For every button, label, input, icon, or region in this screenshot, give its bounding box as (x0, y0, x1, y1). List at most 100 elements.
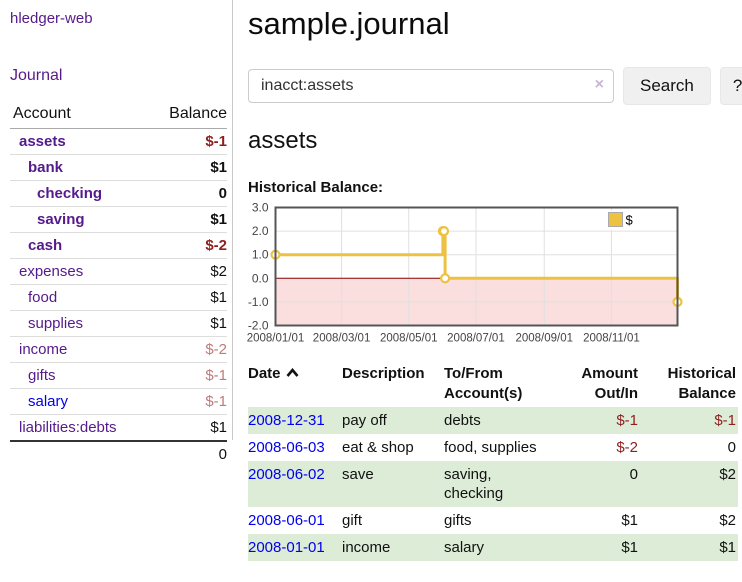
account-balance: $1 (148, 284, 227, 311)
account-balance: $-2 (148, 232, 227, 259)
transaction-date-link[interactable]: 2008-06-03 (248, 439, 325, 456)
account-column-header: Account (10, 103, 149, 129)
transaction-date-link[interactable]: 2008-01-01 (248, 539, 325, 556)
account-row-salary: salary $-1 (10, 388, 227, 415)
accounts-total-value: 0 (148, 440, 227, 467)
svg-text:-2.0: -2.0 (248, 319, 269, 333)
date-sort-header[interactable]: Date (248, 361, 342, 407)
transaction-accounts: debts (444, 412, 481, 429)
transaction-description: income (342, 539, 391, 556)
transaction-row: 2008-06-02 save saving, checking 0 $2 (248, 461, 738, 507)
clear-search-icon[interactable]: × (594, 76, 604, 93)
transaction-row: 2008-12-31 pay off debts $-1 $-1 (248, 407, 738, 434)
account-row-expenses: expenses $2 (10, 258, 227, 285)
svg-text:2008/03/01: 2008/03/01 (313, 333, 371, 345)
account-link-income[interactable]: income (19, 341, 68, 358)
svg-text:0.0: 0.0 (252, 271, 269, 285)
app-title: hledger-web (10, 10, 227, 27)
transaction-date-link[interactable]: 2008-06-01 (248, 512, 325, 529)
transaction-accounts: salary (444, 539, 485, 556)
account-row-food: food $1 (10, 284, 227, 311)
accounts-table: Account Balance assets $-1 bank $1 check… (10, 103, 227, 467)
main-content: sample.journal × Search ? assets Histori… (232, 0, 742, 582)
account-link-bank[interactable]: bank (28, 159, 64, 176)
transaction-row: 2008-01-01 income salary $1 $1 (248, 534, 738, 561)
transaction-description: gift (342, 512, 363, 529)
balance-header: Historical Balance (667, 365, 736, 402)
accounts-total-row: 0 (10, 440, 227, 467)
transaction-balance: $1 (719, 539, 736, 556)
search-button[interactable]: Search (623, 67, 711, 105)
svg-text:2008/07/01: 2008/07/01 (447, 333, 505, 345)
svg-text:-1.0: -1.0 (248, 295, 269, 309)
help-button[interactable]: ? (719, 67, 742, 105)
transaction-row: 2008-06-01 gift gifts $1 $2 (248, 507, 738, 534)
account-balance: $1 (148, 206, 227, 233)
search-input[interactable] (248, 69, 614, 103)
transaction-amount: $-1 (616, 412, 638, 429)
transaction-date-link[interactable]: 2008-06-02 (248, 466, 325, 483)
account-balance: $-2 (148, 336, 227, 363)
svg-text:2008/11/01: 2008/11/01 (583, 333, 640, 345)
svg-text:2.0: 2.0 (252, 224, 269, 238)
svg-text:2008/09/01: 2008/09/01 (515, 333, 573, 345)
transaction-accounts: food, supplies (444, 439, 537, 456)
svg-text:1.0: 1.0 (252, 248, 269, 262)
transaction-description: pay off (342, 412, 387, 429)
transaction-amount: $1 (621, 539, 638, 556)
account-row-gifts: gifts $-1 (10, 362, 227, 389)
account-row-supplies: supplies $1 (10, 310, 227, 337)
account-link-supplies[interactable]: supplies (28, 315, 84, 332)
transaction-amount: 0 (629, 466, 638, 483)
account-row-income: income $-2 (10, 336, 227, 363)
sidebar-divider (232, 0, 233, 440)
account-balance: $-1 (148, 362, 227, 389)
transaction-date-link[interactable]: 2008-12-31 (248, 412, 325, 429)
svg-text:2008/05/01: 2008/05/01 (380, 333, 438, 345)
transaction-amount: $1 (621, 512, 638, 529)
account-row-checking: checking 0 (10, 180, 227, 207)
account-balance: $2 (148, 258, 227, 285)
svg-text:$: $ (626, 213, 634, 228)
accounts-header-row: Account Balance (10, 103, 227, 129)
balance-column-header: Balance (148, 103, 227, 129)
account-balance: $1 (148, 310, 227, 337)
account-link-expenses[interactable]: expenses (19, 263, 84, 280)
chart-title: Historical Balance: (248, 179, 384, 196)
transaction-description: save (342, 466, 374, 483)
account-row-saving: saving $1 (10, 206, 227, 233)
sort-ascending-icon (286, 367, 299, 377)
account-balance: $-1 (148, 128, 227, 155)
account-row-liabilities-debts: liabilities:debts $1 (10, 414, 227, 441)
transaction-description: eat & shop (342, 439, 414, 456)
account-link-liabilities-debts[interactable]: liabilities:debts (19, 419, 117, 436)
transaction-amount: $-2 (616, 439, 638, 456)
tofrom-header: To/From Account(s) (444, 365, 523, 402)
account-link-food[interactable]: food (28, 289, 58, 306)
account-link-salary[interactable]: salary (28, 393, 69, 410)
search-form: × Search ? (248, 67, 742, 105)
transaction-accounts: saving, checking (444, 466, 504, 502)
sidebar-item-journal[interactable]: Journal (10, 67, 63, 84)
account-balance: $-1 (148, 388, 227, 415)
account-balance: 0 (148, 180, 227, 207)
account-link-cash[interactable]: cash (28, 237, 63, 254)
account-row-bank: bank $1 (10, 154, 227, 181)
register-table: Date Description To/From Account(s) Amou… (248, 361, 738, 561)
transaction-balance: 0 (727, 439, 736, 456)
account-link-assets[interactable]: assets (19, 133, 66, 150)
account-link-gifts[interactable]: gifts (28, 367, 56, 384)
transaction-balance: $-1 (714, 412, 736, 429)
transaction-balance: $2 (719, 512, 736, 529)
page-title: sample.journal (248, 6, 450, 41)
account-row-assets: assets $-1 (10, 128, 227, 155)
transaction-accounts: gifts (444, 512, 472, 529)
transaction-row: 2008-06-03 eat & shop food, supplies $-2… (248, 434, 738, 461)
sidebar: hledger-web Journal Account Balance asse… (0, 0, 232, 582)
account-link-checking[interactable]: checking (37, 185, 103, 202)
hledger-web-link[interactable]: hledger-web (10, 10, 93, 27)
account-row-cash: cash $-2 (10, 232, 227, 259)
account-link-saving[interactable]: saving (37, 211, 85, 228)
